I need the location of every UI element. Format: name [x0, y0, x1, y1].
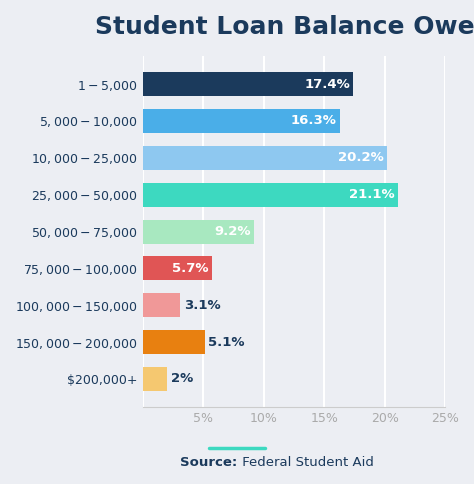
Text: 17.4%: 17.4% [304, 77, 350, 91]
Bar [143, 257, 212, 280]
Bar [143, 109, 340, 133]
Bar [143, 330, 205, 354]
Text: 5.7%: 5.7% [172, 262, 209, 275]
Text: 20.2%: 20.2% [338, 151, 384, 165]
Text: Federal Student Aid: Federal Student Aid [238, 456, 374, 469]
Bar [143, 72, 353, 96]
Text: 2%: 2% [171, 373, 193, 385]
Text: Source:: Source: [180, 456, 237, 469]
Text: 9.2%: 9.2% [215, 225, 251, 238]
Bar [143, 146, 387, 170]
Bar [143, 220, 254, 243]
Bar [143, 293, 181, 317]
Text: 3.1%: 3.1% [184, 299, 220, 312]
Text: 5.1%: 5.1% [208, 335, 245, 348]
Text: 21.1%: 21.1% [349, 188, 395, 201]
Title: Student Loan Balance Owed: Student Loan Balance Owed [95, 15, 474, 39]
Text: 16.3%: 16.3% [291, 115, 337, 127]
Bar [143, 183, 398, 207]
Bar [143, 367, 167, 391]
